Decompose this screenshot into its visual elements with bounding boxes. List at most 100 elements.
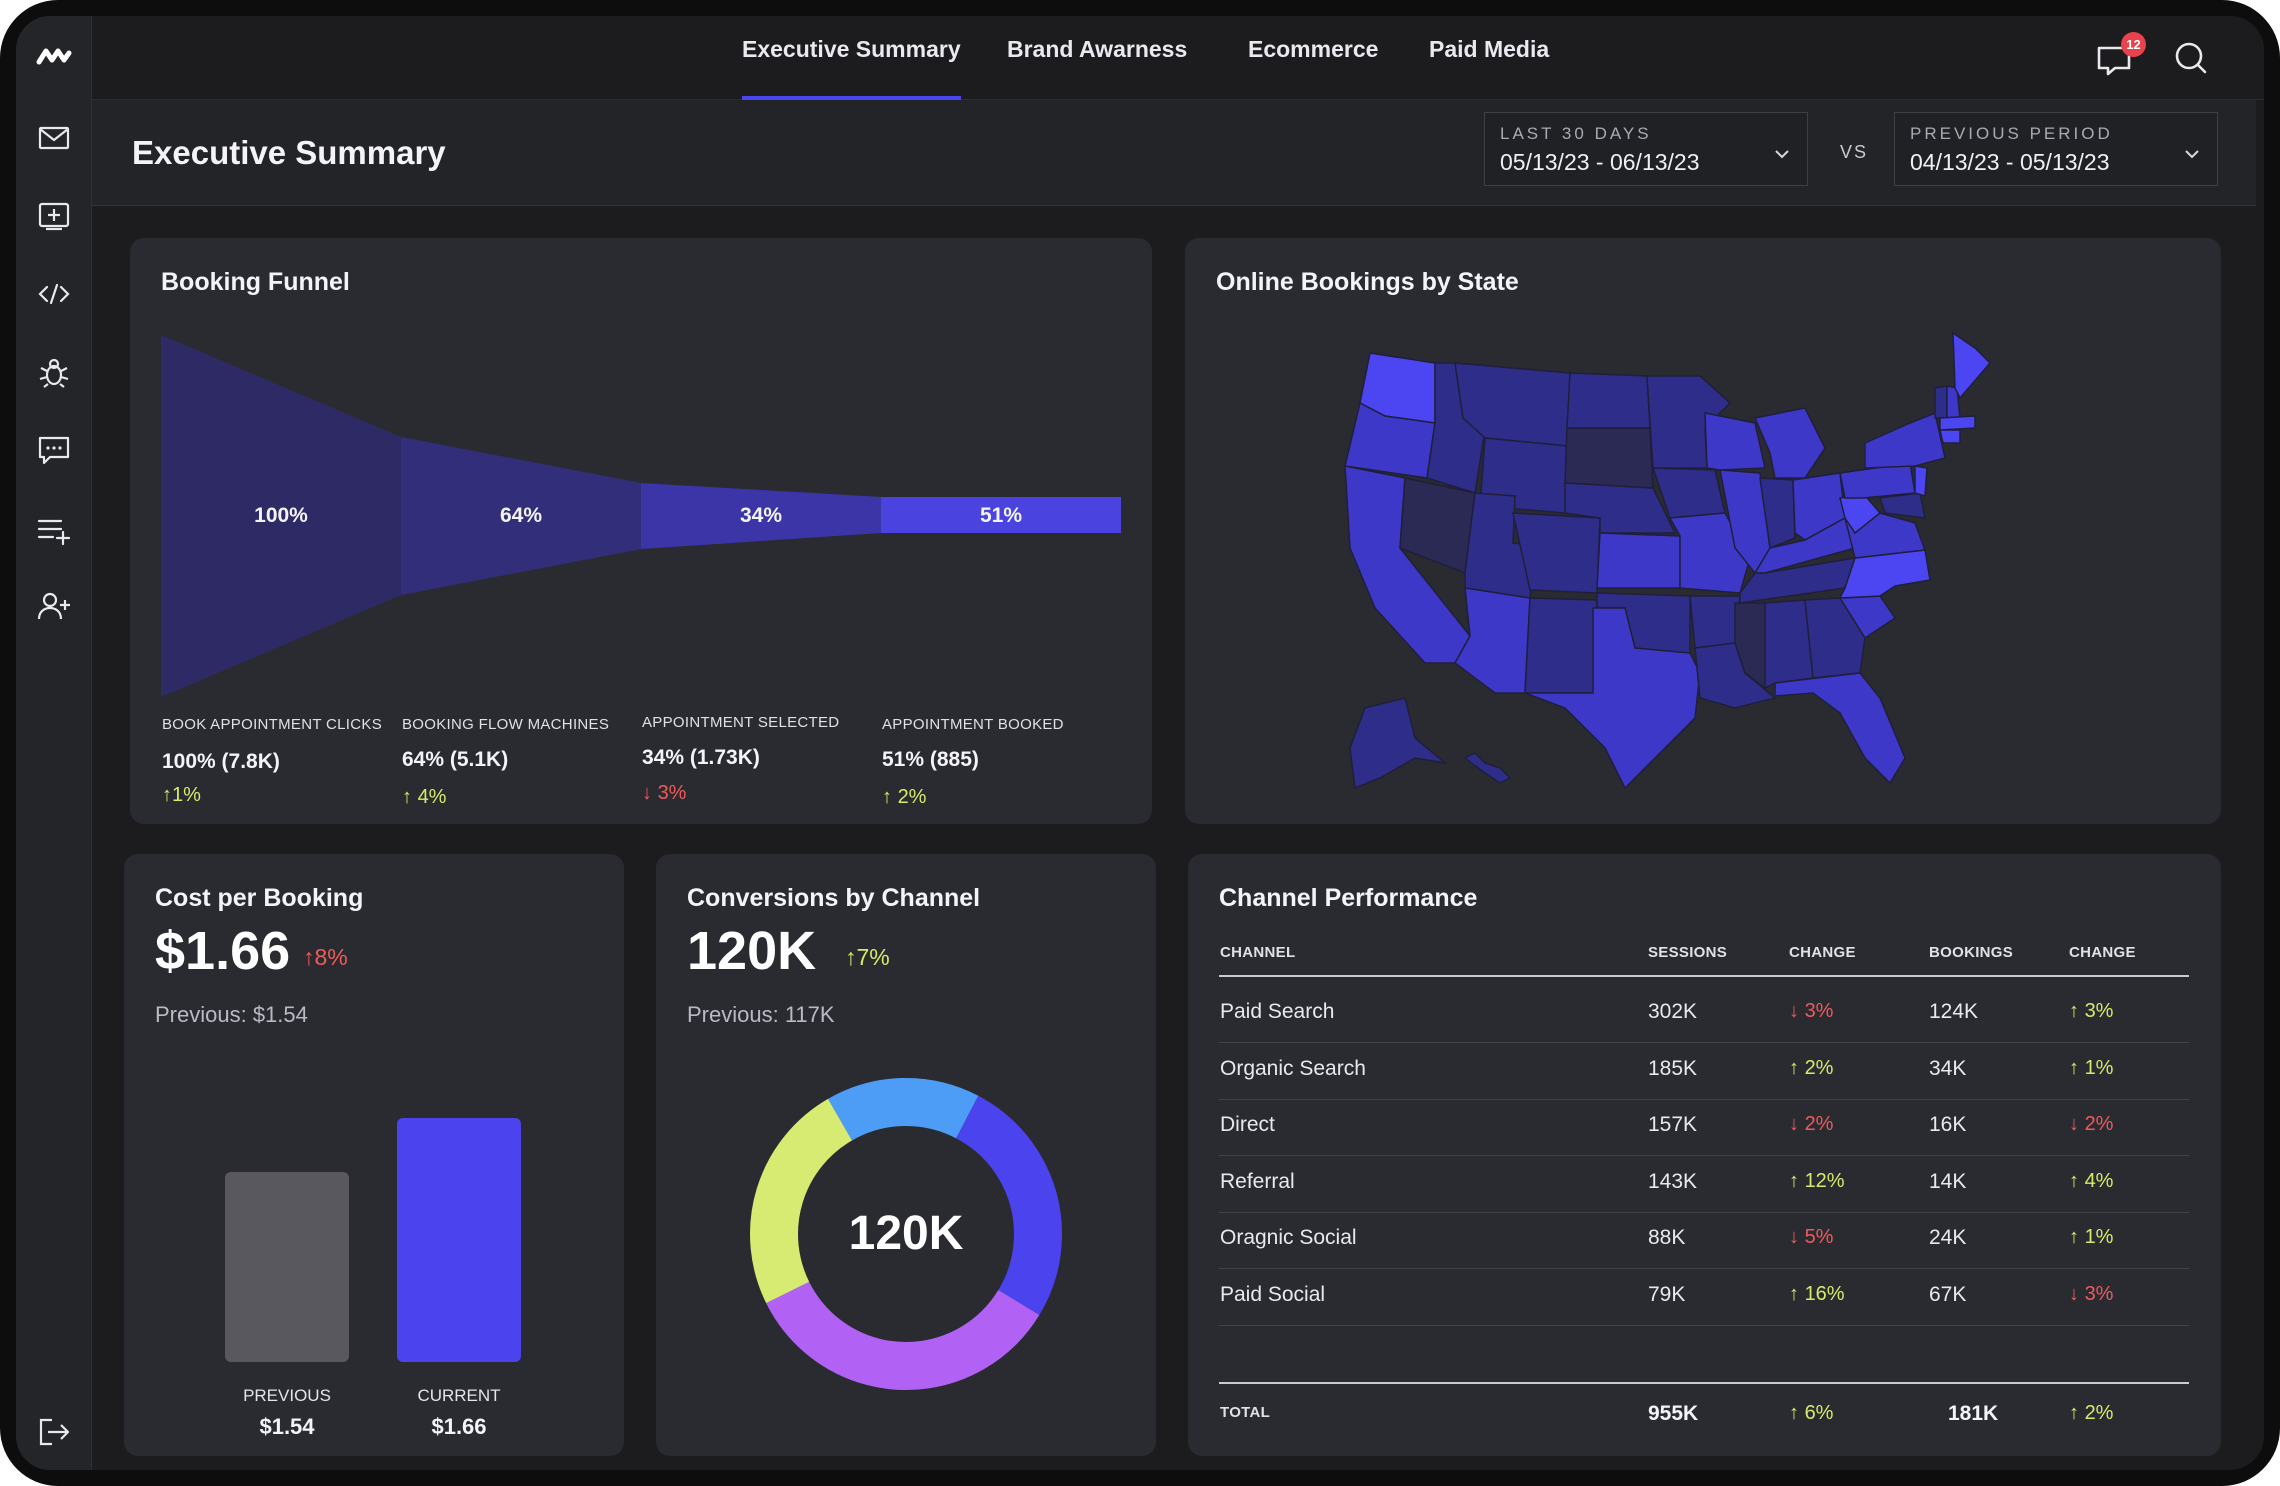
donut-center-label: 120K	[848, 1207, 964, 1260]
row-bookings-change: ↓ 2%	[2069, 1113, 2114, 1135]
row-bookings: 124K	[1929, 1000, 1979, 1023]
state-ak	[1349, 697, 1448, 790]
arrow-up-icon: ↑	[162, 784, 172, 806]
top-nav: Executive Summary Brand Awarness Ecommer…	[92, 16, 2264, 100]
bar-current	[397, 1118, 521, 1362]
state-ks	[1596, 532, 1681, 589]
current-period-picker[interactable]: LAST 30 DAYS 05/13/23 - 06/13/23	[1484, 112, 1808, 186]
row-bookings-change: ↓ 3%	[2069, 1282, 2114, 1305]
row-bookings: 67K	[1929, 1282, 1967, 1306]
previous-period-label: PREVIOUS PERIOD	[1910, 124, 2113, 143]
state-tx	[1524, 607, 1701, 790]
chat-icon[interactable]: 12	[2091, 32, 2146, 82]
conversions-value: 120K	[687, 921, 817, 981]
page-title: Executive Summary	[132, 134, 446, 171]
tab-paid-media[interactable]: Paid Media	[1429, 36, 1550, 62]
row-channel: Referral	[1220, 1169, 1295, 1193]
state-hi	[1463, 752, 1512, 784]
search-icon[interactable]	[2167, 34, 2215, 82]
funnel-pct-2: 64%	[499, 504, 543, 527]
chevron-down-icon	[2185, 150, 2199, 159]
tab-brand-awareness[interactable]: Brand Awarness	[1007, 36, 1188, 62]
state-sd	[1564, 427, 1654, 489]
arrow-up-icon: ↑	[882, 786, 892, 808]
arrow-down-icon: ↓	[1789, 1000, 1799, 1022]
funnel-stage-4	[881, 497, 1121, 533]
bug-icon[interactable]	[34, 352, 74, 392]
row-sessions: 157K	[1648, 1113, 1698, 1136]
funnel-value-2: 64% (5.1K)	[402, 748, 509, 771]
state-fl	[1774, 672, 1906, 785]
col-header-channel: CHANNEL	[1220, 944, 1296, 961]
row-bookings: 24K	[1929, 1226, 1967, 1249]
arrow-up-icon: ↑	[1789, 1056, 1799, 1079]
logout-icon[interactable]	[34, 1412, 74, 1452]
table-row-divider	[1219, 1324, 2189, 1326]
row-bookings: 14K	[1929, 1169, 1967, 1193]
col-header-bookings: BOOKINGS	[1929, 944, 2014, 961]
state-nd	[1566, 372, 1651, 429]
arrow-up-icon: ↑	[845, 944, 857, 970]
conversions-title: Conversions by Channel	[687, 884, 981, 912]
total-bookings: 181K	[1948, 1402, 1999, 1425]
chevron-down-icon	[1775, 150, 1789, 159]
row-channel: Organic Search	[1220, 1056, 1366, 1080]
arrow-up-icon: ↑	[2069, 1056, 2079, 1079]
table-total-divider	[1219, 1382, 2189, 1384]
comment-icon[interactable]	[34, 430, 74, 470]
bar-previous-value: $1.54	[259, 1414, 315, 1439]
tab-ecommerce[interactable]: Ecommerce	[1248, 36, 1379, 62]
playlist-add-icon[interactable]	[34, 510, 74, 550]
state-ga	[1804, 597, 1866, 679]
donut-segment-2	[750, 1078, 1062, 1390]
arrow-up-icon: ↑	[2069, 1226, 2079, 1248]
row-sessions-change: ↓ 2%	[1789, 1113, 1834, 1135]
conversions-donut	[750, 1078, 1062, 1390]
tab-executive-summary[interactable]: Executive Summary	[742, 36, 961, 100]
cost-per-booking-title: Cost per Booking	[155, 884, 364, 912]
add-box-icon[interactable]	[34, 196, 74, 236]
row-channel: Paid Social	[1220, 1282, 1326, 1306]
funnel-change-2: ↑ 4%	[402, 786, 447, 808]
previous-period-picker[interactable]: PREVIOUS PERIOD 04/13/23 - 05/13/23	[1894, 112, 2218, 186]
table-row-divider	[1219, 1211, 2189, 1213]
funnel-value-3: 34% (1.73K)	[642, 746, 760, 769]
arrow-up-icon: ↑	[303, 944, 315, 970]
row-sessions-change: ↑ 2%	[1789, 1056, 1834, 1079]
funnel-pct-3: 34%	[739, 504, 783, 527]
bar-current-caption: CURRENT	[417, 1386, 501, 1405]
logo-icon[interactable]	[34, 36, 74, 76]
cost-per-booking-change: ↑8%	[303, 944, 348, 970]
current-period-label: LAST 30 DAYS	[1500, 124, 1652, 143]
arrow-up-icon: ↑	[2069, 1169, 2079, 1192]
row-bookings: 34K	[1929, 1056, 1967, 1080]
row-bookings-change: ↑ 1%	[2069, 1226, 2114, 1248]
code-icon[interactable]	[34, 274, 74, 314]
funnel-change-3: ↓ 3%	[642, 782, 687, 804]
col-header-bookings-change: CHANGE	[2069, 944, 2136, 961]
add-user-icon[interactable]	[34, 586, 74, 626]
row-channel: Direct	[1220, 1113, 1275, 1136]
row-channel: Paid Search	[1220, 1000, 1335, 1023]
booking-funnel-card: Booking Funnel 100% 64% 34% 51% BOOK APP…	[130, 238, 1152, 824]
row-sessions-change: ↑ 16%	[1789, 1282, 1845, 1305]
donut-segment-3	[750, 1078, 1062, 1390]
arrow-down-icon: ↓	[1789, 1226, 1799, 1248]
mail-icon[interactable]	[34, 118, 74, 158]
current-period-value: 05/13/23 - 06/13/23	[1500, 149, 1700, 175]
arrow-up-icon: ↑	[402, 786, 412, 808]
total-bookings-change: ↑ 2%	[2069, 1402, 2114, 1424]
funnel-stage-2	[401, 437, 641, 595]
total-sessions-change: ↑ 6%	[1789, 1402, 1834, 1424]
page-header: Executive Summary LAST 30 DAYS 05/13/23 …	[92, 100, 2256, 206]
bookings-map-title: Online Bookings by State	[1216, 268, 1519, 296]
cost-per-booking-previous: Previous: $1.54	[155, 1002, 308, 1027]
funnel-change-4: ↑ 2%	[882, 786, 927, 808]
state-ms	[1734, 602, 1766, 690]
conversions-card: Conversions by Channel 120K ↑7% Previous…	[656, 854, 1156, 1456]
row-sessions: 79K	[1648, 1282, 1686, 1306]
state-nc	[1838, 549, 1931, 599]
col-header-sessions: SESSIONS	[1648, 944, 1728, 961]
row-sessions: 302K	[1648, 1000, 1698, 1023]
